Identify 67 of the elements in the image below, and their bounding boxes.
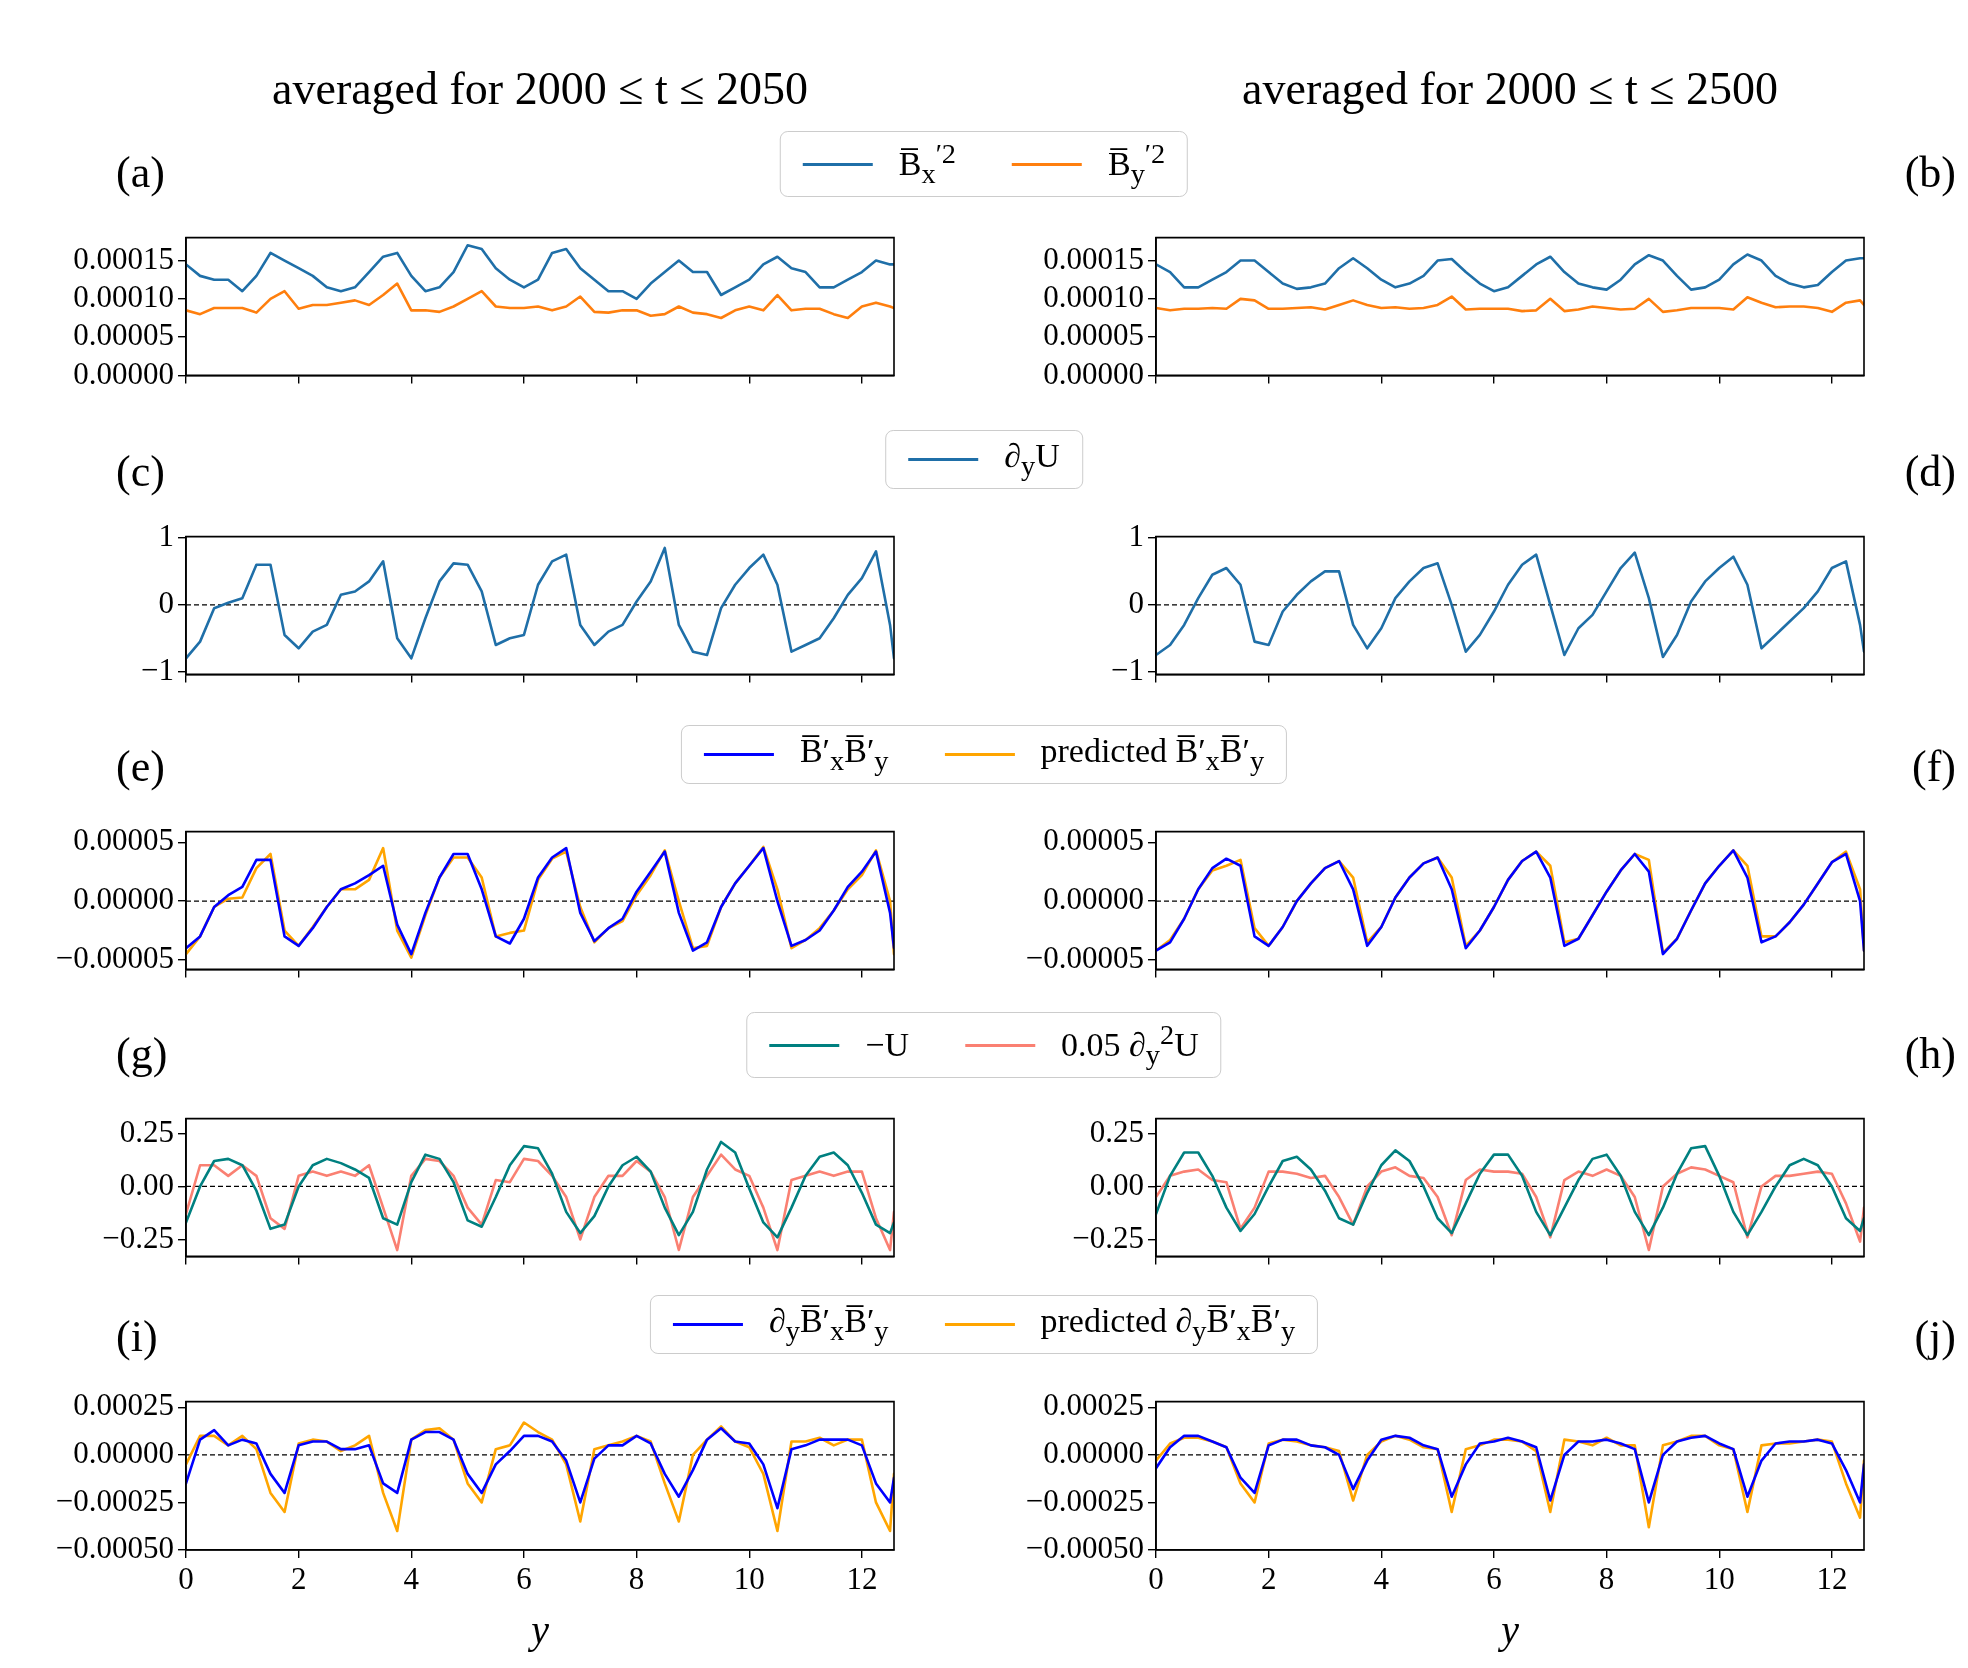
legend-label: ∂$_{y}$U — [1004, 437, 1060, 482]
text: (g) — [116, 1028, 168, 1079]
y-tick-label: 0.25 — [119, 1113, 174, 1149]
y-tick-label: −1 — [1111, 651, 1144, 687]
text: (c) — [116, 446, 165, 497]
y-tick-label: −0.00025 — [1025, 1482, 1144, 1518]
legend-label: predicted ∂$_{y}$B̅′$_{x}$B̅′$_{y}$ — [1040, 1302, 1296, 1347]
y-tick-label: −0.00050 — [55, 1530, 174, 1566]
x-tick-label: 12 — [1816, 1560, 1848, 1596]
y-tick-label: 0 — [1128, 584, 1144, 620]
x-tick-label: 2 — [1260, 1560, 1277, 1596]
text: (h) — [1904, 1028, 1956, 1079]
text: (d) — [1904, 446, 1956, 497]
y-tick-label: 0.00010 — [1043, 278, 1144, 314]
y-tick-label: 0.00025 — [73, 1387, 174, 1423]
y-tick-label: 0 — [158, 584, 174, 620]
x-tick-label: 8 — [1598, 1560, 1615, 1596]
y-tick-label: −1 — [141, 651, 174, 687]
y-tick-label: 0.00000 — [73, 881, 174, 917]
text: (j) — [1914, 1311, 1956, 1362]
x-tick-label: 10 — [733, 1560, 765, 1596]
legend-label: 0.05 ∂$_{y}$$^{2}$U — [1061, 1019, 1199, 1072]
x-tick-label: 6 — [1486, 1560, 1502, 1596]
y-tick-label: 0.00005 — [73, 317, 174, 353]
y-tick-label: 0.00 — [119, 1166, 174, 1202]
legend-label: −U — [865, 1026, 910, 1065]
x-axis-title: y — [527, 1606, 550, 1652]
legend-label: B̅′$_{x}$B̅′$_{y}$ — [799, 732, 889, 777]
x-tick-label: 2 — [290, 1560, 307, 1596]
chart-title: averaged for 2000 ≤ t ≤ 2050 — [271, 62, 809, 115]
x-tick-label: 6 — [516, 1560, 532, 1596]
y-tick-label: 0.00000 — [1043, 1435, 1144, 1471]
y-tick-label: 0.00000 — [73, 355, 174, 391]
legend-label: ∂$_{y}$B̅′$_{x}$B̅′$_{y}$ — [768, 1302, 889, 1347]
y-tick-label: 0.00000 — [1043, 881, 1144, 917]
y-tick-label: 0.00 — [1089, 1166, 1144, 1202]
y-tick-label: −0.00005 — [55, 940, 174, 976]
y-tick-label: 0.00005 — [73, 822, 174, 858]
y-tick-label: 0.00015 — [1043, 240, 1144, 276]
y-tick-label: 1 — [1128, 518, 1144, 554]
y-tick-label: −0.00025 — [55, 1482, 174, 1518]
y-tick-label: 0.00010 — [73, 278, 174, 314]
y-tick-label: 0.25 — [1089, 1113, 1144, 1149]
y-tick-label: 0.00015 — [73, 240, 174, 276]
text: (b) — [1904, 147, 1956, 198]
y-tick-label: −0.00005 — [1025, 940, 1144, 976]
x-tick-label: 8 — [628, 1560, 645, 1596]
y-tick-label: −0.25 — [1072, 1219, 1144, 1255]
chart-title: averaged for 2000 ≤ t ≤ 2500 — [1241, 62, 1779, 115]
y-tick-label: 0.00005 — [1043, 317, 1144, 353]
y-tick-label: 0.00000 — [73, 1435, 174, 1471]
text: (a) — [116, 147, 165, 198]
x-tick-label: 4 — [403, 1560, 420, 1596]
y-tick-label: 0.00005 — [1043, 822, 1144, 858]
x-tick-label: 10 — [1703, 1560, 1735, 1596]
x-tick-label: 12 — [846, 1560, 878, 1596]
x-tick-label: 4 — [1373, 1560, 1390, 1596]
y-tick-label: 1 — [158, 518, 174, 554]
y-tick-label: 0.00025 — [1043, 1387, 1144, 1423]
y-tick-label: −0.00050 — [1025, 1530, 1144, 1566]
text: (i) — [116, 1311, 158, 1362]
text: (f) — [1912, 741, 1956, 792]
x-axis-title: y — [1497, 1606, 1520, 1652]
legend-label: predicted B̅′$_{x}$B̅′$_{y}$ — [1040, 732, 1265, 777]
y-tick-label: −0.25 — [102, 1219, 174, 1255]
text: (e) — [116, 741, 165, 792]
y-tick-label: 0.00000 — [1043, 355, 1144, 391]
